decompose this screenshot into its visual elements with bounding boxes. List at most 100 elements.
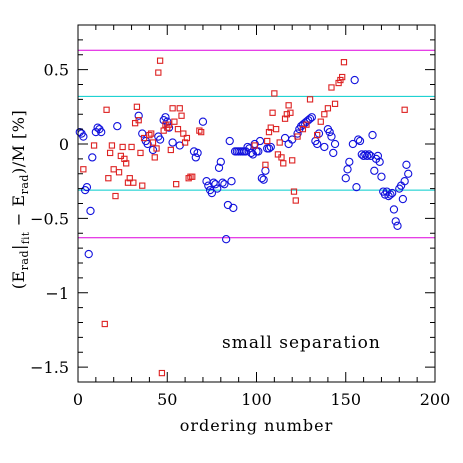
square-point <box>278 154 285 161</box>
square-point <box>133 103 141 110</box>
circle-point <box>329 148 338 158</box>
circle-point <box>350 75 359 85</box>
circle-point <box>388 188 397 198</box>
circle-point <box>364 150 374 159</box>
square-point <box>183 134 191 142</box>
circle-point <box>82 182 92 192</box>
circle-point <box>404 169 413 178</box>
square-point <box>176 105 183 112</box>
circle-point <box>345 157 354 166</box>
circle-point <box>257 174 267 183</box>
square-point <box>174 125 182 133</box>
circle-point <box>348 139 358 149</box>
square-point <box>181 139 189 146</box>
square-point <box>290 188 298 195</box>
square-point <box>281 115 289 122</box>
square-point <box>251 142 258 149</box>
circle-point <box>391 217 400 226</box>
square-point <box>324 105 332 112</box>
circle-point <box>216 157 225 166</box>
square-point <box>171 118 178 125</box>
x-tick-label: 150 <box>330 390 361 409</box>
circle-point <box>266 142 275 152</box>
y-tick-label: −1.5 <box>30 358 69 377</box>
circle-point <box>402 160 411 169</box>
circle-point <box>377 172 386 181</box>
y-axis-label-text: (Erad|fit − Erad)/M [%] <box>9 110 32 290</box>
circle-point <box>259 175 268 184</box>
circle-point <box>343 165 352 174</box>
square-point <box>121 155 128 163</box>
circle-point <box>220 180 229 189</box>
circle-point <box>222 235 231 244</box>
square-point <box>283 111 290 118</box>
circle-point <box>113 122 122 131</box>
circle-point <box>202 177 211 186</box>
square-point <box>276 139 283 146</box>
circle-point <box>209 178 218 187</box>
circle-point <box>293 129 302 138</box>
square-point <box>178 112 185 119</box>
square-point <box>265 128 273 136</box>
square-point <box>126 175 133 182</box>
y-axis-label: (Erad|fit − Erad)/M [%] <box>9 110 32 290</box>
circle-point <box>155 135 165 144</box>
plot-annotation: small separation <box>222 333 381 353</box>
x-tick-label: 100 <box>241 390 272 409</box>
circle-point <box>168 138 177 147</box>
square-point <box>148 130 155 137</box>
y-tick-label: −0.5 <box>30 209 69 228</box>
circle-point <box>255 136 265 146</box>
square-point <box>331 100 339 107</box>
square-point <box>155 69 162 76</box>
square-point <box>139 182 146 189</box>
square-point <box>137 149 144 157</box>
circle-point <box>138 129 147 138</box>
square-point <box>173 181 180 188</box>
square-point <box>299 125 307 133</box>
circle-point <box>389 205 399 214</box>
circle-point <box>352 182 361 192</box>
circle-point <box>373 151 383 161</box>
square-point <box>101 320 108 328</box>
plot-frame <box>77 24 436 383</box>
circle-point <box>375 157 384 166</box>
square-point <box>287 109 294 116</box>
square-point <box>340 59 348 66</box>
circle-point <box>88 153 97 162</box>
square-point <box>401 106 408 113</box>
square-point <box>292 197 299 204</box>
circle-point <box>213 184 222 193</box>
square-point <box>123 160 130 167</box>
x-axis-label: ordering number <box>180 416 334 435</box>
square-point <box>187 173 194 180</box>
square-point <box>130 179 137 186</box>
circle-point <box>161 113 170 122</box>
square-point <box>108 142 116 149</box>
circle-point <box>354 135 363 144</box>
square-point <box>106 149 114 157</box>
circle-point <box>134 111 143 120</box>
square-point <box>119 143 126 151</box>
square-point <box>264 137 271 145</box>
circle-point <box>341 174 350 183</box>
square-point <box>314 131 321 139</box>
circle-point <box>313 139 322 149</box>
square-point <box>280 160 287 167</box>
circle-point <box>198 117 208 126</box>
square-point <box>189 173 196 180</box>
circle-point <box>143 139 152 149</box>
circle-point <box>400 177 409 186</box>
data-points <box>75 57 413 377</box>
circle-point <box>305 114 315 123</box>
circle-point <box>79 132 88 141</box>
circle-point <box>211 180 220 189</box>
square-point <box>339 73 346 81</box>
square-point <box>289 157 296 164</box>
square-point <box>262 161 269 168</box>
square-point <box>198 128 205 136</box>
circle-point <box>355 136 365 146</box>
reference-lines <box>78 49 435 239</box>
square-point <box>90 142 98 149</box>
